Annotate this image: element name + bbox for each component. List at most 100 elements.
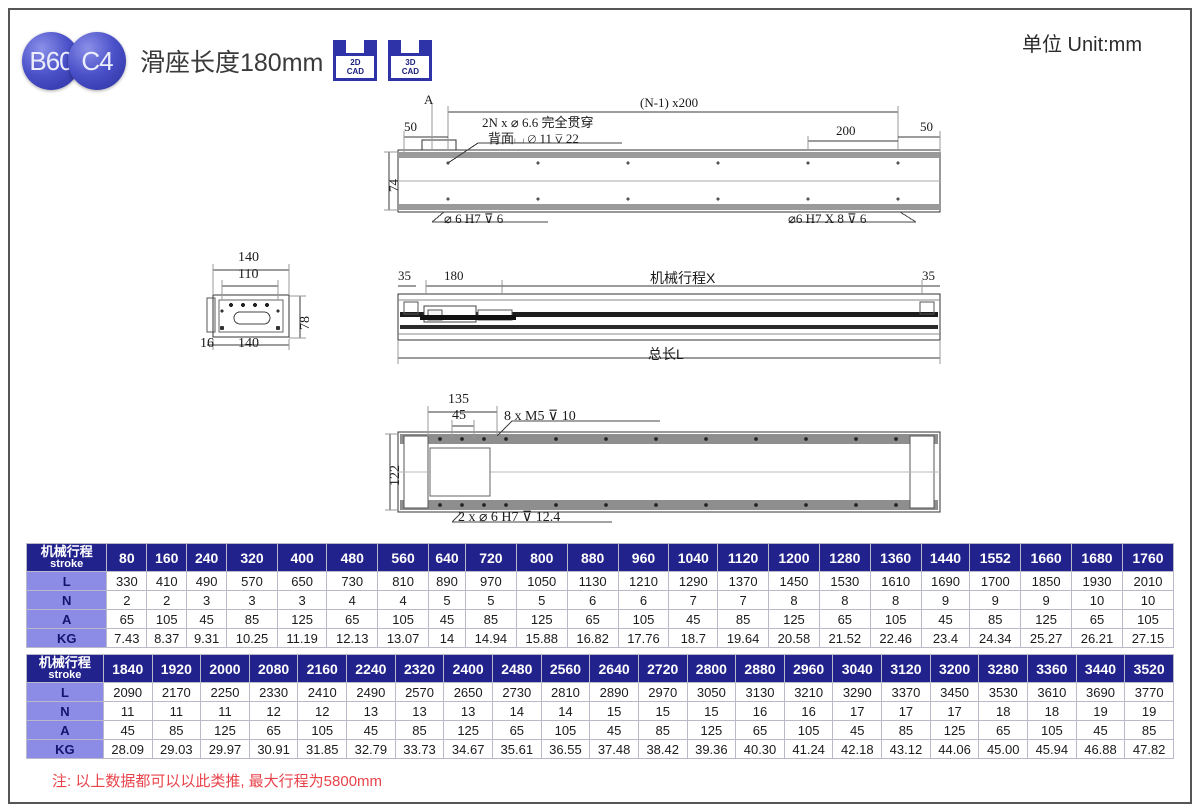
- cad-2d-download-button[interactable]: 2D CAD: [332, 40, 378, 82]
- dim-section-110: 110: [238, 267, 259, 282]
- data-cell: 6: [566, 590, 619, 610]
- row-header-l: L: [26, 682, 104, 702]
- data-cell: 330: [106, 571, 148, 591]
- data-cell: 45: [589, 720, 639, 740]
- data-cell: 65: [735, 720, 785, 740]
- data-cell: 85: [717, 609, 770, 629]
- data-cell: 32.79: [346, 739, 396, 759]
- plan-dowel-note: 2 x ⌀ 6 H7 ⊽ 12.4: [458, 510, 561, 525]
- stroke-header-cell: 1360: [869, 543, 922, 572]
- stroke-corner-header: 机械行程 stroke: [26, 654, 104, 683]
- data-cell: 2490: [346, 682, 396, 702]
- stroke-header-cell: 1840: [102, 654, 153, 683]
- stroke-header-cell: 2880: [735, 654, 785, 683]
- stroke-header-cell: 1440: [920, 543, 971, 572]
- dowel-note-left: ⌀ 6 H7 ⊽ 6: [444, 211, 504, 226]
- stroke-header-cell: 160: [146, 543, 188, 572]
- model-badge-c4[interactable]: C4: [68, 32, 126, 90]
- data-cell: 7: [717, 590, 770, 610]
- header-badges: B60 C4 滑座长度180mm 2D CAD 3D CAD: [22, 32, 433, 90]
- table-row: KG 7.43 8.37 9.31 10.25 11.19 12.13 13.07 14 14.9…: [25, 628, 1175, 648]
- stroke-header-cell: 640: [428, 543, 466, 572]
- data-cell: 15: [637, 701, 688, 721]
- stroke-corner-header: 机械行程 stroke: [25, 543, 108, 572]
- data-cell: 65: [326, 609, 379, 629]
- data-cell: 125: [276, 609, 328, 629]
- data-cell: 20.58: [768, 628, 820, 648]
- model-badge-b60[interactable]: B60: [22, 32, 80, 90]
- dim-left-50: 50: [404, 119, 417, 134]
- data-cell: 9.31: [186, 628, 228, 648]
- stroke-header-cell: 320: [226, 543, 278, 572]
- data-cell: 2170: [151, 682, 202, 702]
- stroke-header-cell: 1920: [151, 654, 202, 683]
- data-cell: 45: [832, 720, 883, 740]
- data-cell: 11: [200, 701, 250, 721]
- data-cell: 890: [428, 571, 466, 591]
- data-cell: 85: [464, 609, 517, 629]
- data-cell: 35.61: [491, 739, 542, 759]
- data-cell: 125: [768, 609, 820, 629]
- stroke-header-cell: 2800: [686, 654, 737, 683]
- data-cell: 65: [491, 720, 542, 740]
- data-cell: 28.09: [102, 739, 153, 759]
- data-cell: 8.37: [146, 628, 188, 648]
- data-cell: 43.12: [881, 739, 931, 759]
- data-cell: 11: [102, 701, 153, 721]
- data-cell: 19: [1075, 701, 1126, 721]
- dim-side-left-35: 35: [398, 268, 411, 283]
- data-cell: 85: [969, 609, 1022, 629]
- cad-2d-line2: CAD: [346, 67, 365, 76]
- corner-cn: 机械行程: [38, 654, 91, 670]
- cad-icon-prong-left: [333, 40, 347, 55]
- data-cell: 1210: [617, 571, 670, 591]
- data-cell: 1610: [869, 571, 922, 591]
- data-cell: 125: [929, 720, 980, 740]
- row-header-kg: KG: [25, 628, 108, 648]
- stroke-header-cell: 880: [566, 543, 619, 572]
- data-cell: 2330: [248, 682, 299, 702]
- data-cell: 1370: [717, 571, 770, 591]
- dim-carriage-180: 180: [444, 268, 464, 283]
- stroke-header-cell: 3040: [832, 654, 883, 683]
- data-cell: 14: [491, 701, 542, 721]
- table-row: L 2090 2170 2250 2330 2410 2490 2570 2650 2730 281…: [26, 682, 1174, 702]
- data-cell: 4: [326, 590, 379, 610]
- stroke-header-cell: 560: [377, 543, 430, 572]
- data-cell: 2010: [1121, 571, 1175, 591]
- data-cell: 490: [186, 571, 228, 591]
- stroke-header-cell: 800: [515, 543, 568, 572]
- data-cell: 5: [515, 590, 568, 610]
- data-cell: 22.46: [869, 628, 922, 648]
- data-cell: 1050: [515, 571, 568, 591]
- data-cell: 1700: [969, 571, 1022, 591]
- dim-section-16: 16: [200, 336, 214, 351]
- stroke-header-cell: 1552: [969, 543, 1022, 572]
- table-row: A 45 85 125 65 105 45 85 125 65 105 45 85 125 65 105 45 8…: [26, 720, 1174, 740]
- table-row: L 330 410 490 570 650 730 810 890 970 1050 1130 1210…: [25, 571, 1175, 591]
- data-cell: 17: [881, 701, 931, 721]
- data-cell: 17: [832, 701, 883, 721]
- dim-height-74: 74: [386, 179, 401, 192]
- table-row: A 65 105 45 85 125 65 105 45 85 125 65 105 45 85 125 65 1…: [25, 609, 1175, 629]
- data-cell: 15.88: [515, 628, 568, 648]
- cad-3d-label: 3D CAD: [388, 53, 433, 81]
- data-cell: 40.30: [735, 739, 785, 759]
- table-row: KG 28.09 29.03 29.97 30.91 31.85 32.79 33.73 34.…: [26, 739, 1174, 759]
- data-cell: 13: [346, 701, 396, 721]
- cad-3d-download-button[interactable]: 3D CAD: [387, 40, 433, 82]
- data-cell: 38.42: [637, 739, 688, 759]
- data-cell: 85: [1124, 720, 1174, 740]
- data-cell: 105: [869, 609, 922, 629]
- data-cell: 10: [1071, 590, 1123, 610]
- unit-label: 单位 Unit:mm: [1022, 34, 1142, 56]
- data-cell: 13: [394, 701, 445, 721]
- cad-icon-prong-right: [419, 40, 433, 55]
- data-cell: 16: [783, 701, 834, 721]
- data-cell: 34.67: [443, 739, 493, 759]
- data-cell: 2890: [589, 682, 639, 702]
- data-cell: 14.94: [464, 628, 517, 648]
- data-cell: 6: [617, 590, 670, 610]
- data-cell: 3: [226, 590, 278, 610]
- data-cell: 29.97: [200, 739, 250, 759]
